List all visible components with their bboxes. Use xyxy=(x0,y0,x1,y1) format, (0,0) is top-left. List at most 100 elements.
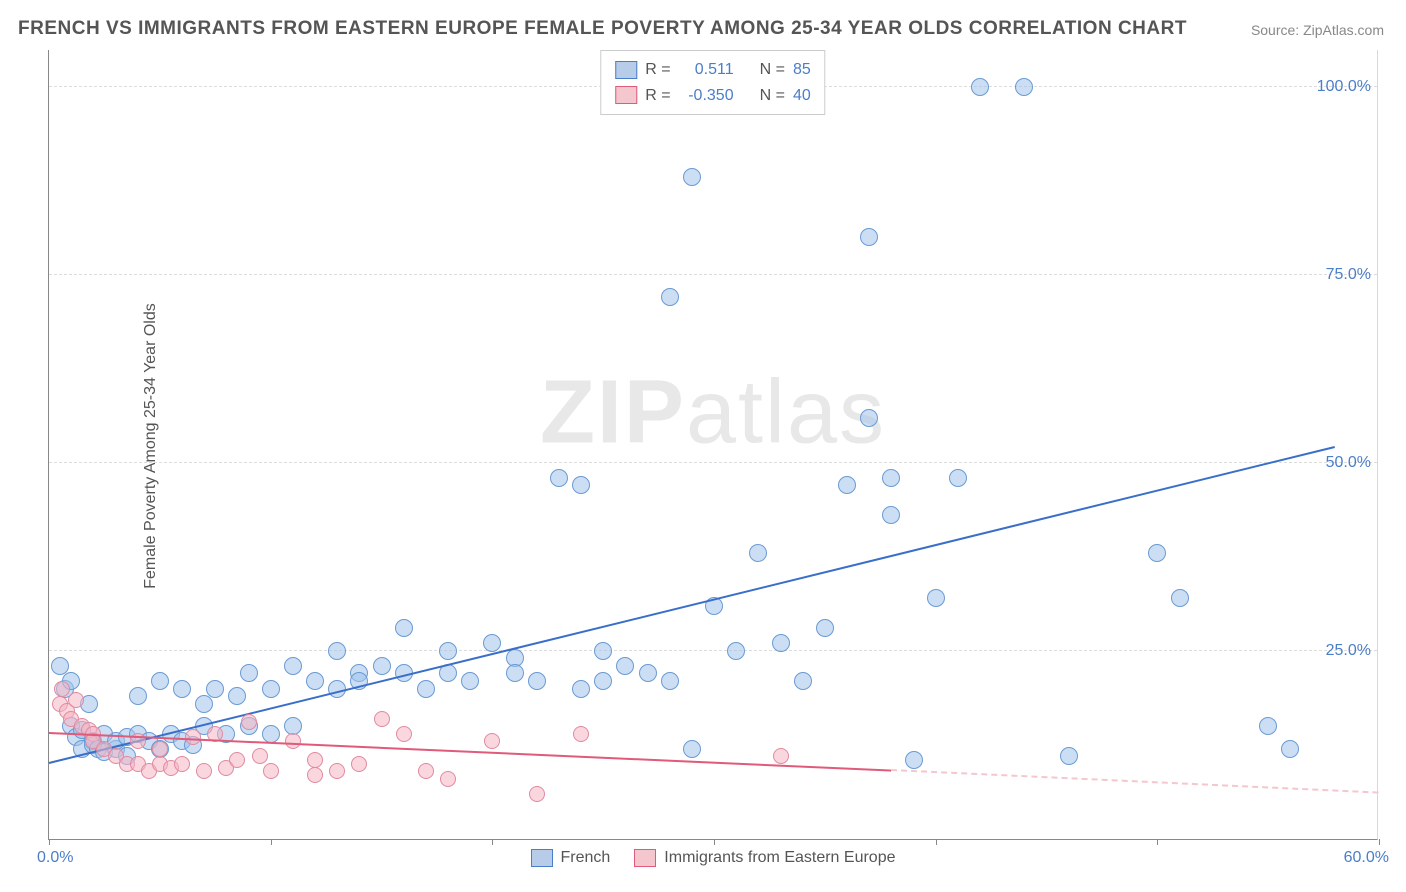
data-point xyxy=(262,725,280,743)
data-point xyxy=(949,469,967,487)
data-point xyxy=(173,680,191,698)
data-point xyxy=(284,657,302,675)
data-point xyxy=(129,687,147,705)
data-point xyxy=(307,752,323,768)
data-point xyxy=(860,409,878,427)
data-point xyxy=(572,680,590,698)
data-point xyxy=(418,763,434,779)
data-point xyxy=(882,506,900,524)
data-point xyxy=(329,763,345,779)
data-point xyxy=(1171,589,1189,607)
legend-item-french: French xyxy=(531,849,611,867)
data-point xyxy=(461,672,479,690)
data-point xyxy=(1060,747,1078,765)
data-point xyxy=(971,78,989,96)
data-point xyxy=(927,589,945,607)
y-tick-label: 100.0% xyxy=(1317,78,1371,96)
data-point xyxy=(262,680,280,698)
y-tick-label: 75.0% xyxy=(1326,266,1371,284)
data-point xyxy=(396,726,412,742)
legend-row-immigrants: R = -0.350 N = 40 xyxy=(615,83,810,109)
watermark-bold: ZIP xyxy=(540,362,686,462)
data-point xyxy=(328,642,346,660)
data-point xyxy=(174,756,190,772)
data-point xyxy=(860,228,878,246)
data-point xyxy=(395,619,413,637)
data-point xyxy=(374,711,390,727)
watermark-rest: atlas xyxy=(686,362,886,462)
data-point xyxy=(573,726,589,742)
n-label: N = xyxy=(760,57,785,83)
data-point xyxy=(285,733,301,749)
data-point xyxy=(838,476,856,494)
plot-area: ZIPatlas R = 0.511 N = 85 R = -0.350 N =… xyxy=(48,50,1378,840)
data-point xyxy=(439,642,457,660)
data-point xyxy=(683,168,701,186)
gridline xyxy=(49,650,1377,651)
x-tick-mark xyxy=(49,839,50,845)
data-point xyxy=(252,748,268,764)
data-point xyxy=(616,657,634,675)
legend-label-french: French xyxy=(561,849,611,867)
data-point xyxy=(306,672,324,690)
data-point xyxy=(594,642,612,660)
chart-title: FRENCH VS IMMIGRANTS FROM EASTERN EUROPE… xyxy=(18,18,1187,40)
data-point xyxy=(195,695,213,713)
r-label: R = xyxy=(645,57,670,83)
data-point xyxy=(240,664,258,682)
data-point xyxy=(351,756,367,772)
swatch-pink xyxy=(634,849,656,867)
legend-item-immigrants: Immigrants from Eastern Europe xyxy=(634,849,895,867)
data-point xyxy=(307,767,323,783)
x-tick-mark xyxy=(1157,839,1158,845)
data-point xyxy=(1281,740,1299,758)
x-tick-mark xyxy=(936,839,937,845)
y-tick-label: 50.0% xyxy=(1326,454,1371,472)
data-point xyxy=(794,672,812,690)
correlation-legend: R = 0.511 N = 85 R = -0.350 N = 40 xyxy=(600,50,825,115)
swatch-pink xyxy=(615,86,637,104)
x-tick-mark xyxy=(492,839,493,845)
data-point xyxy=(68,692,84,708)
data-point xyxy=(639,664,657,682)
data-point xyxy=(1148,544,1166,562)
data-point xyxy=(196,763,212,779)
r-label: R = xyxy=(645,83,670,109)
data-point xyxy=(727,642,745,660)
n-value-immigrants: 40 xyxy=(793,83,811,109)
x-tick-mark xyxy=(271,839,272,845)
data-point xyxy=(594,672,612,690)
data-point xyxy=(417,680,435,698)
swatch-blue xyxy=(531,849,553,867)
data-point xyxy=(206,680,224,698)
r-value-french: 0.511 xyxy=(679,57,734,83)
swatch-blue xyxy=(615,61,637,79)
data-point xyxy=(1259,717,1277,735)
data-point xyxy=(683,740,701,758)
gridline xyxy=(49,462,1377,463)
data-point xyxy=(882,469,900,487)
data-point xyxy=(241,714,257,730)
y-tick-label: 25.0% xyxy=(1326,642,1371,660)
x-tick-mark xyxy=(714,839,715,845)
legend-label-immigrants: Immigrants from Eastern Europe xyxy=(664,849,895,867)
data-point xyxy=(1015,78,1033,96)
data-point xyxy=(529,786,545,802)
data-point xyxy=(772,634,790,652)
legend-row-french: R = 0.511 N = 85 xyxy=(615,57,810,83)
trend-line xyxy=(891,769,1379,794)
data-point xyxy=(373,657,391,675)
source-attribution: Source: ZipAtlas.com xyxy=(1251,22,1384,38)
data-point xyxy=(572,476,590,494)
data-point xyxy=(152,741,168,757)
data-point xyxy=(749,544,767,562)
data-point xyxy=(263,763,279,779)
data-point xyxy=(661,288,679,306)
data-point xyxy=(661,672,679,690)
r-value-immigrants: -0.350 xyxy=(679,83,734,109)
data-point xyxy=(440,771,456,787)
data-point xyxy=(483,634,501,652)
series-legend: French Immigrants from Eastern Europe xyxy=(49,849,1377,867)
data-point xyxy=(229,752,245,768)
data-point xyxy=(54,681,70,697)
